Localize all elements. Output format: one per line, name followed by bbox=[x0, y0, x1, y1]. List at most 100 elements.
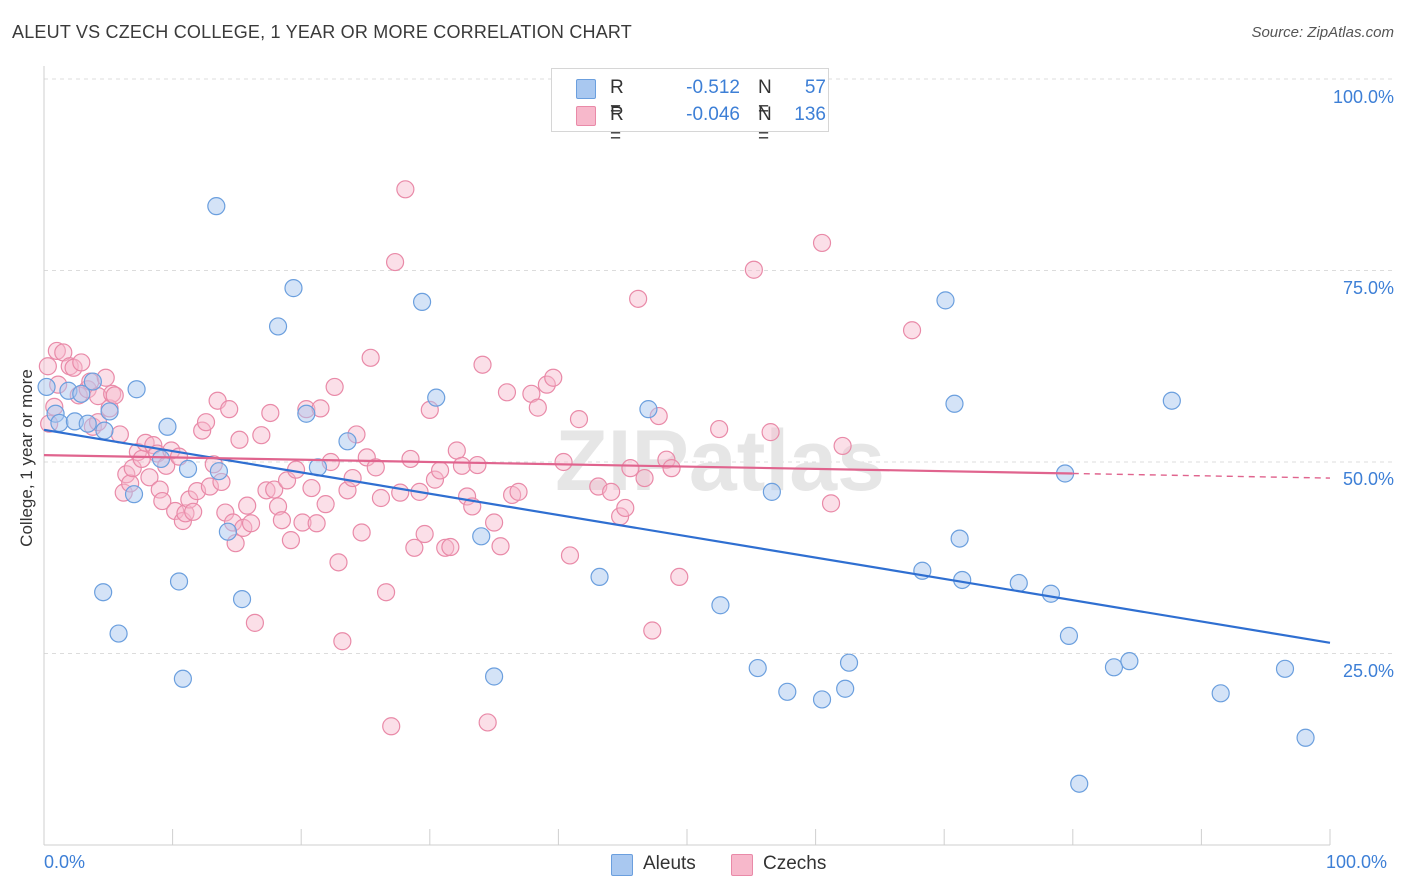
aleut-point bbox=[936, 291, 955, 310]
czech-swatch bbox=[731, 854, 753, 876]
aleut-point bbox=[950, 529, 969, 548]
czech-point bbox=[329, 553, 348, 572]
czech-point bbox=[325, 377, 344, 397]
r-value: -0.046 bbox=[686, 104, 740, 125]
aleut-point bbox=[338, 432, 357, 451]
czech-point bbox=[629, 289, 648, 308]
aleut-point bbox=[485, 667, 504, 686]
czech-point bbox=[537, 375, 556, 394]
correlation-legend: R = -0.512 N = 57 R = -0.046 N = 136 bbox=[551, 68, 829, 147]
aleut-point bbox=[778, 682, 797, 701]
czech-point bbox=[391, 483, 410, 502]
aleut-point bbox=[1211, 684, 1230, 703]
aleut-point bbox=[836, 679, 855, 698]
aleut-point bbox=[124, 485, 144, 504]
czech-point bbox=[333, 632, 352, 651]
aleut-point bbox=[78, 414, 97, 433]
czech-point bbox=[569, 410, 589, 429]
czech-point bbox=[376, 583, 396, 602]
aleut-point bbox=[94, 583, 113, 602]
r-label: R = bbox=[610, 77, 624, 120]
r-label: R = bbox=[610, 104, 624, 147]
czech-point bbox=[812, 233, 832, 253]
czech-point bbox=[602, 482, 621, 501]
gridlines bbox=[44, 78, 1392, 654]
czech-point bbox=[497, 383, 517, 402]
aleut-point bbox=[1162, 391, 1181, 410]
czech-trend-line bbox=[43, 454, 1073, 475]
aleut-point bbox=[1041, 584, 1061, 603]
czech-point bbox=[371, 488, 391, 508]
aleut-swatch bbox=[611, 854, 633, 876]
aleut-point bbox=[158, 417, 177, 436]
aleut-point bbox=[284, 279, 303, 298]
aleut-trend-line bbox=[43, 428, 1331, 644]
czech-point bbox=[220, 400, 239, 419]
n-label: N = bbox=[758, 77, 772, 120]
x-tick-label: 100.0% bbox=[1326, 852, 1388, 872]
y-tick-label: 100.0% bbox=[1332, 87, 1394, 107]
y-tick-label: 25.0% bbox=[1342, 661, 1394, 681]
aleut-point bbox=[762, 482, 781, 501]
czech-point bbox=[216, 503, 235, 522]
y-tick-label: 75.0% bbox=[1342, 278, 1394, 298]
czech-point bbox=[401, 449, 420, 469]
czech-point bbox=[436, 538, 455, 557]
czech-point bbox=[293, 513, 312, 532]
czech-point bbox=[257, 481, 276, 500]
czech-point bbox=[72, 353, 91, 372]
czech-point bbox=[468, 455, 487, 475]
czech-points bbox=[38, 180, 922, 736]
czech-point bbox=[528, 398, 547, 417]
czech-point bbox=[544, 368, 563, 387]
aleut-point bbox=[50, 413, 69, 433]
czech-point bbox=[140, 468, 159, 487]
czech-swatch bbox=[576, 106, 596, 126]
czech-point bbox=[272, 511, 292, 530]
czech-point bbox=[452, 456, 472, 475]
aleut-point bbox=[109, 624, 128, 643]
aleut-point bbox=[1009, 573, 1028, 593]
czech-point bbox=[176, 504, 195, 523]
aleut-point bbox=[178, 459, 198, 478]
aleut-point bbox=[945, 394, 964, 413]
czech-point bbox=[38, 357, 57, 376]
aleut-point bbox=[812, 690, 832, 709]
czech-point bbox=[744, 260, 763, 279]
czech-point bbox=[405, 538, 424, 557]
czech-point bbox=[307, 514, 326, 533]
aleut-point bbox=[83, 372, 102, 391]
czech-point bbox=[643, 621, 662, 640]
aleut-point bbox=[127, 380, 146, 399]
czech-point bbox=[302, 478, 321, 498]
czech-point bbox=[491, 537, 510, 556]
czech-point bbox=[430, 461, 450, 480]
czech-point bbox=[245, 613, 265, 632]
czech-point bbox=[473, 355, 492, 374]
czech-point bbox=[132, 449, 151, 469]
czech-point bbox=[361, 348, 380, 367]
watermark: ZIPatlas bbox=[555, 413, 885, 509]
aleut-point bbox=[1275, 659, 1295, 678]
czech-point bbox=[385, 252, 405, 272]
aleut-point bbox=[37, 377, 56, 397]
czech-point bbox=[352, 523, 371, 542]
aleut-point bbox=[72, 384, 91, 403]
czech-point bbox=[184, 502, 203, 521]
aleut-point bbox=[232, 590, 252, 609]
aleut-point bbox=[748, 658, 767, 678]
aleut-point bbox=[268, 317, 288, 336]
aleut-point bbox=[151, 449, 171, 469]
aleut-point bbox=[1070, 774, 1089, 793]
n-value: 57 bbox=[804, 77, 826, 98]
czech-point bbox=[670, 567, 689, 587]
czech-point bbox=[425, 470, 445, 489]
aleut-point bbox=[1059, 626, 1079, 645]
aleut-point bbox=[100, 402, 119, 421]
czech-point bbox=[441, 537, 460, 557]
czech-point bbox=[230, 430, 249, 449]
aleut-point bbox=[209, 462, 228, 481]
czech-point bbox=[833, 436, 852, 456]
czech-point bbox=[485, 513, 504, 532]
czech-point bbox=[415, 524, 434, 544]
